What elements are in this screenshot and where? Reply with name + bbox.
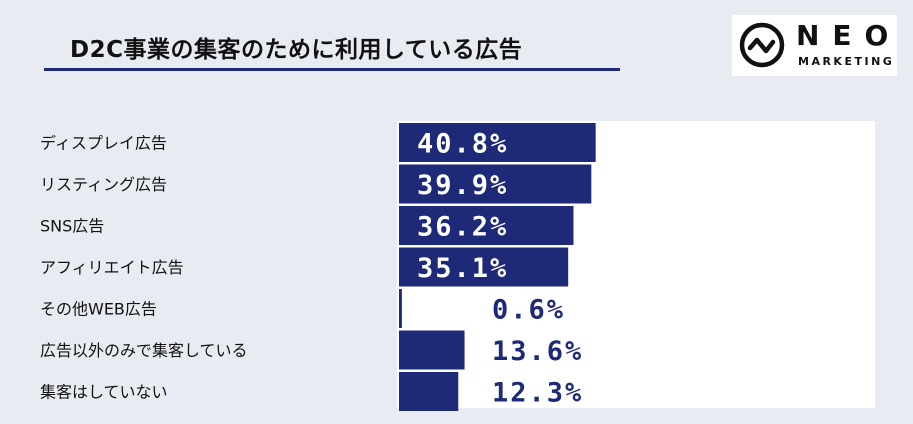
category-label: リスティング広告	[40, 175, 167, 194]
bar	[399, 330, 465, 370]
bar	[399, 372, 459, 411]
data-label: 35.1%	[417, 253, 508, 284]
category-label: アフィリエイト広告	[40, 258, 184, 277]
logo-subtitle: MARKETING	[798, 55, 895, 68]
bar	[399, 164, 592, 204]
data-label: 0.6%	[492, 295, 565, 326]
category-label: ディスプレイ広告	[40, 134, 167, 153]
bar	[399, 247, 569, 287]
bar	[399, 123, 596, 162]
chart-title: D2C事業の集客のために利用している広告	[70, 37, 523, 63]
data-label: 12.3%	[492, 378, 583, 409]
category-label: その他WEB広告	[40, 300, 157, 319]
category-label: SNS広告	[40, 217, 104, 236]
logo-name: NEO	[796, 19, 902, 52]
bar	[399, 206, 574, 245]
data-label: 39.9%	[417, 170, 508, 201]
title-underline	[44, 68, 620, 71]
bar	[399, 289, 402, 328]
category-label: 集客はしていない	[40, 383, 168, 402]
data-label: 36.2%	[417, 212, 508, 243]
neo-logo-icon	[739, 22, 785, 68]
data-label: 40.8%	[417, 129, 508, 160]
data-label: 13.6%	[492, 336, 583, 367]
category-label: 広告以外のみで集客している	[40, 341, 248, 360]
neo-marketing-logo: NEO MARKETING	[732, 15, 897, 76]
